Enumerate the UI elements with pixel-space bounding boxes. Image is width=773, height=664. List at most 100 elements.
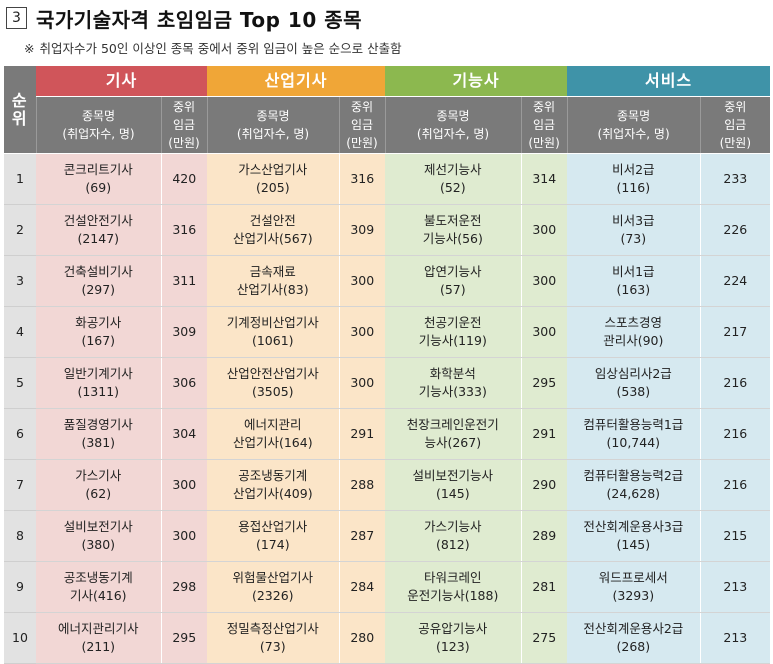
page-title: 3 국가기술자격 초임임금 Top 10 종목 xyxy=(6,4,362,32)
sanup-wage-cell: 280 xyxy=(338,612,386,664)
gineung-wage-cell: 314 xyxy=(520,153,568,205)
sanup-name-cell: 금속재료 산업기사(83) xyxy=(207,255,340,307)
gineung-wage-cell: 300 xyxy=(520,255,568,307)
gisa-name-cell: 에너지관리기사 (211) xyxy=(36,612,161,664)
gisa-name-cell: 건축설비기사 (297) xyxy=(36,255,161,307)
sanup-wage-cell: 288 xyxy=(338,459,386,511)
gineung-name-cell: 가스기능사 (812) xyxy=(385,510,522,562)
gisa-name-cell: 가스기사 (62) xyxy=(36,459,161,511)
service-wage-cell: 224 xyxy=(699,255,771,307)
rank-cell: 7 xyxy=(4,459,36,511)
gisa-name-cell: 설비보전기사 (380) xyxy=(36,510,161,562)
category-service: 서비스 xyxy=(567,66,771,97)
name-header: 종목명 (취업자수, 명) xyxy=(206,96,340,154)
gisa-name-cell: 품질경영기사 (381) xyxy=(36,408,161,460)
gineung-name-cell: 제선기능사 (52) xyxy=(385,153,522,205)
sanup-wage-cell: 300 xyxy=(338,306,386,358)
gisa-name-cell: 건설안전기사 (2147) xyxy=(36,204,161,256)
gisa-name-cell: 화공기사 (167) xyxy=(36,306,161,358)
gineung-name-cell: 화학분석 기능사(333) xyxy=(385,357,522,409)
service-wage-cell: 233 xyxy=(699,153,771,205)
table-row: 10 에너지관리기사 (211) 295 정밀측정산업기사 (73) 280 공유압기능사… xyxy=(4,612,771,664)
subtitle-note: ※ 취업자수가 50인 이상인 종목 중에서 중위 임금이 높은 순으로 산출함 xyxy=(24,38,402,57)
sanup-wage-cell: 291 xyxy=(338,408,386,460)
gisa-name-cell: 공조냉동기계 기사(416) xyxy=(36,561,161,613)
gisa-wage-cell: 295 xyxy=(160,612,208,664)
sanup-name-cell: 에너지관리 산업기사(164) xyxy=(207,408,340,460)
sanup-wage-cell: 287 xyxy=(338,510,386,562)
gineung-name-cell: 불도저운전 기능사(56) xyxy=(385,204,522,256)
sanup-name-cell: 공조냉동기계 산업기사(409) xyxy=(207,459,340,511)
rank-cell: 8 xyxy=(4,510,36,562)
gineung-wage-cell: 300 xyxy=(520,204,568,256)
table-row: 8 설비보전기사 (380) 300 용접산업기사 (174) 287 가스기능사 (81… xyxy=(4,510,771,562)
service-name-cell: 컴퓨터활용능력2급 (24,628) xyxy=(567,459,701,511)
name-header: 종목명 (취업자수, 명) xyxy=(566,96,701,154)
sanup-wage-cell: 300 xyxy=(338,255,386,307)
gineung-wage-cell: 300 xyxy=(520,306,568,358)
service-wage-cell: 213 xyxy=(699,561,771,613)
gineung-name-cell: 설비보전기능사 (145) xyxy=(385,459,522,511)
sanup-name-cell: 위험물산업기사 (2326) xyxy=(207,561,340,613)
sanup-wage-cell: 300 xyxy=(338,357,386,409)
rank-header: 순 위 xyxy=(4,66,36,154)
category-gineung: 기능사 xyxy=(385,66,568,97)
gineung-wage-cell: 275 xyxy=(520,612,568,664)
gisa-name-cell: 콘크리트기사 (69) xyxy=(36,153,161,205)
gineung-name-cell: 천공기운전 기능사(119) xyxy=(385,306,522,358)
table-row: 3 건축설비기사 (297) 311 금속재료 산업기사(83) 300 압연기능사 (5… xyxy=(4,255,771,307)
service-name-cell: 컴퓨터활용능력1급 (10,744) xyxy=(567,408,701,460)
gineung-wage-cell: 281 xyxy=(520,561,568,613)
rank-cell: 10 xyxy=(4,612,36,664)
name-header: 종목명 (취업자수, 명) xyxy=(384,96,522,154)
service-name-cell: 스포츠경영 관리사(90) xyxy=(567,306,701,358)
table-row: 2 건설안전기사 (2147) 316 건설안전 산업기사(567) 309 불도저운전 … xyxy=(4,204,771,256)
table-row: 1 콘크리트기사 (69) 420 가스산업기사 (205) 316 제선기능사 (52)… xyxy=(4,153,771,205)
table-row: 7 가스기사 (62) 300 공조냉동기계 산업기사(409) 288 설비보전기능사 … xyxy=(4,459,771,511)
gineung-name-cell: 타워크레인 운전기능사(188) xyxy=(385,561,522,613)
rank-cell: 2 xyxy=(4,204,36,256)
wage-header: 중위 임금 (만원) xyxy=(699,96,771,154)
gisa-wage-cell: 316 xyxy=(160,204,208,256)
rank-cell: 4 xyxy=(4,306,36,358)
sanup-name-cell: 용접산업기사 (174) xyxy=(207,510,340,562)
gisa-wage-cell: 309 xyxy=(160,306,208,358)
service-wage-cell: 215 xyxy=(699,510,771,562)
rank-cell: 3 xyxy=(4,255,36,307)
service-wage-cell: 216 xyxy=(699,408,771,460)
service-name-cell: 전산회계운용사2급 (268) xyxy=(567,612,701,664)
table-row: 9 공조냉동기계 기사(416) 298 위험물산업기사 (2326) 284 타워크레인… xyxy=(4,561,771,613)
name-header: 종목명 (취업자수, 명) xyxy=(35,96,161,154)
rank-cell: 6 xyxy=(4,408,36,460)
gisa-name-cell: 일반기계기사 (1311) xyxy=(36,357,161,409)
gineung-name-cell: 압연기능사 (57) xyxy=(385,255,522,307)
rank-cell: 1 xyxy=(4,153,36,205)
gineung-name-cell: 천장크레인운전기 능사(267) xyxy=(385,408,522,460)
service-wage-cell: 213 xyxy=(699,612,771,664)
gineung-wage-cell: 289 xyxy=(520,510,568,562)
service-wage-cell: 216 xyxy=(699,459,771,511)
wage-header: 중위 임금 (만원) xyxy=(338,96,386,154)
table-row: 5 일반기계기사 (1311) 306 산업안전산업기사 (3505) 300 화학분석 … xyxy=(4,357,771,409)
gisa-wage-cell: 298 xyxy=(160,561,208,613)
sanup-name-cell: 정밀측정산업기사 (73) xyxy=(207,612,340,664)
wage-header: 중위 임금 (만원) xyxy=(160,96,208,154)
service-wage-cell: 217 xyxy=(699,306,771,358)
category-gisa: 기사 xyxy=(36,66,208,97)
service-name-cell: 임상심리사2급 (538) xyxy=(567,357,701,409)
note-text: 취업자수가 50인 이상인 종목 중에서 중위 임금이 높은 순으로 산출함 xyxy=(39,41,402,56)
gisa-wage-cell: 311 xyxy=(160,255,208,307)
gisa-wage-cell: 420 xyxy=(160,153,208,205)
sanup-name-cell: 산업안전산업기사 (3505) xyxy=(207,357,340,409)
service-wage-cell: 216 xyxy=(699,357,771,409)
sanup-name-cell: 건설안전 산업기사(567) xyxy=(207,204,340,256)
rank-cell: 9 xyxy=(4,561,36,613)
service-name-cell: 비서1급 (163) xyxy=(567,255,701,307)
sanup-wage-cell: 284 xyxy=(338,561,386,613)
section-number: 3 xyxy=(6,7,27,29)
top10-wage-table: 순 위 기사 산업기사 기능사 서비스 종목명 (취업자수, 명) 중위 임금 … xyxy=(4,66,771,664)
gineung-wage-cell: 295 xyxy=(520,357,568,409)
service-name-cell: 워드프로세서 (3293) xyxy=(567,561,701,613)
table-row: 6 품질경영기사 (381) 304 에너지관리 산업기사(164) 291 천장크레인운… xyxy=(4,408,771,460)
gisa-wage-cell: 300 xyxy=(160,459,208,511)
